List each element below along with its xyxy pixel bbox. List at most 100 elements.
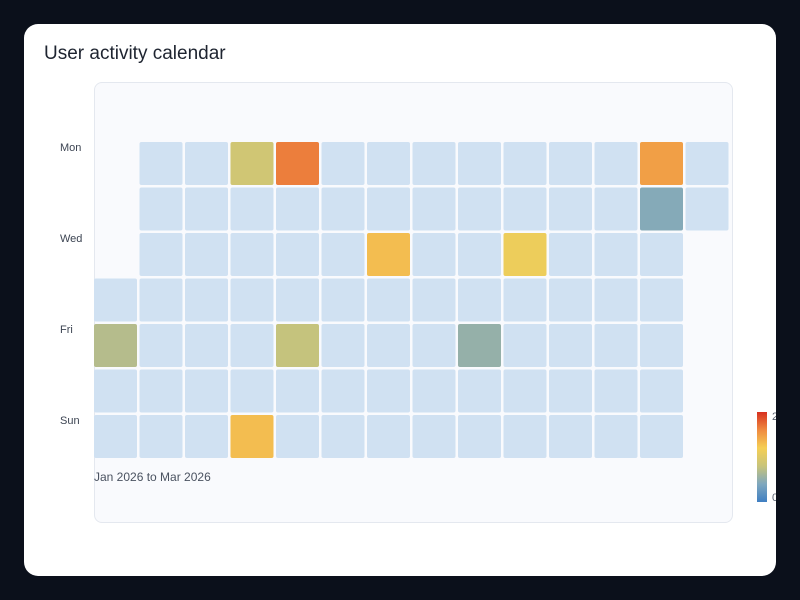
calendar-cell[interactable]: 2026-01-17 [185,369,228,413]
calendar-cell[interactable]: 2026-03-05 [503,278,547,322]
calendar-cell[interactable]: 2026-03-28 [640,369,683,413]
calendar-cell[interactable]: 2026-03-19 [594,278,638,322]
color-scale-max-label: 23 [772,411,776,423]
calendar-cell[interactable]: 2026-02-14 [367,369,410,413]
calendar-cell[interactable]: 2026-02-10 [367,187,410,231]
calendar-cell[interactable]: 2026-03-03 [503,187,547,231]
calendar-cell[interactable]: 2026-03-08 [503,415,547,458]
calendar-cell[interactable]: 2026-01-19: 10 [230,142,274,185]
calendar-cell[interactable]: 2026-03-02 [503,142,547,185]
calendar-cell[interactable]: 2026-03-20 [594,324,638,367]
calendar-cell[interactable]: 2026-01-12 [185,142,228,185]
calendar-cell[interactable]: 2026-02-11: 15 [367,233,410,276]
calendar-cell[interactable]: 2026-02-20 [412,324,456,367]
calendar-cell[interactable]: 2026-03-31 [685,187,729,231]
calendar-cell[interactable]: 2026-03-26 [640,278,683,322]
calendar-cell[interactable]: 2026-01-02: 8 [94,324,137,367]
chart-title: User activity calendar [44,43,226,64]
weekday-label-fri: Fri [60,324,73,336]
calendar-cell[interactable]: 2026-01-24 [230,369,274,413]
calendar-cell[interactable]: 2026-02-03 [321,187,365,231]
calendar-cell[interactable]: 2026-01-10 [139,369,183,413]
calendar-cell[interactable]: 2026-03-24: 5 [640,187,683,231]
calendar-cell[interactable]: 2026-01-14 [185,233,228,276]
calendar-cell[interactable]: 2026-02-27: 6 [458,324,501,367]
calendar-cell[interactable]: 2026-01-29 [276,278,319,322]
calendar-cell[interactable]: 2026-03-12 [549,278,592,322]
calendar-cell[interactable]: 2026-02-01 [276,415,319,458]
calendar-cell[interactable]: 2026-01-15 [185,278,228,322]
calendar-cell[interactable]: 2026-02-19 [412,278,456,322]
calendar-cell[interactable]: 2026-02-09 [367,142,410,185]
calendar-cell[interactable]: 2026-03-01 [458,415,501,458]
calendar-cell[interactable]: 2026-01-16 [185,324,228,367]
calendar-cell[interactable]: 2026-03-07 [503,369,547,413]
calendar-cell[interactable]: 2026-01-20 [230,187,274,231]
calendar-cell[interactable]: 2026-02-22 [412,415,456,458]
calendar-cell[interactable]: 2026-03-29 [640,415,683,458]
calendar-cell[interactable]: 2026-02-15 [367,415,410,458]
calendar-cell[interactable]: 2026-02-23 [458,142,501,185]
calendar-cell[interactable]: 2026-02-25 [458,233,501,276]
calendar-cell[interactable]: 2026-01-27 [276,187,319,231]
calendar-cell[interactable]: 2026-03-16 [594,142,638,185]
calendar-cell[interactable]: 2026-01-13 [185,187,228,231]
calendar-cell[interactable]: 2026-03-22 [594,415,638,458]
calendar-cell[interactable]: 2026-03-11 [549,233,592,276]
calendar-cell[interactable]: 2026-03-18 [594,233,638,276]
calendar-heatmap: 2026-01-012026-01-02: 82026-01-032026-01… [60,142,776,504]
calendar-cell[interactable]: 2026-03-21 [594,369,638,413]
calendar-cell[interactable]: 2026-03-25 [640,233,683,276]
color-scale-legend: 23 0 [757,411,776,504]
calendar-cell[interactable]: 2026-01-18 [185,415,228,458]
calendar-cell[interactable]: 2026-02-07 [321,369,365,413]
calendar-cell[interactable]: 2026-03-14 [549,369,592,413]
calendar-cell[interactable]: 2026-02-18 [412,233,456,276]
calendar-cell[interactable]: 2026-03-27 [640,324,683,367]
calendar-cell[interactable]: 2026-01-21 [230,233,274,276]
calendar-cell[interactable]: 2026-01-31 [276,369,319,413]
calendar-cell[interactable]: 2026-03-30 [685,142,729,185]
calendar-cell[interactable]: 2026-01-04 [94,415,137,458]
calendar-cell[interactable]: 2026-02-12 [367,278,410,322]
weekday-label-mon: Mon [60,142,81,154]
color-scale-min-label: 0 [772,492,776,504]
calendar-cell[interactable]: 2026-02-08 [321,415,365,458]
calendar-cell[interactable]: 2026-02-17 [412,187,456,231]
calendar-cell[interactable]: 2026-02-05 [321,278,365,322]
calendar-cell[interactable]: 2026-01-28 [276,233,319,276]
calendar-cell[interactable]: 2026-01-07 [139,233,183,276]
calendar-cell[interactable]: 2026-03-17 [594,187,638,231]
calendar-cell[interactable]: 2026-02-02 [321,142,365,185]
calendar-cell[interactable]: 2026-02-04 [321,233,365,276]
calendar-cell[interactable]: 2026-01-23 [230,324,274,367]
calendar-cell[interactable]: 2026-03-23: 17 [640,142,683,185]
calendar-cell[interactable]: 2026-03-15 [549,415,592,458]
calendar-cell[interactable]: 2026-03-09 [549,142,592,185]
calendar-cell[interactable]: 2026-01-26: 19 [276,142,319,185]
calendar-cell[interactable]: 2026-01-25: 15 [230,415,274,458]
calendar-cell[interactable]: 2026-02-21 [412,369,456,413]
calendar-cell[interactable]: 2026-01-08 [139,278,183,322]
calendar-cell[interactable]: 2026-02-24 [458,187,501,231]
calendar-cell[interactable]: 2026-01-03 [94,369,137,413]
calendar-cell[interactable]: 2026-01-06 [139,187,183,231]
calendar-cell[interactable]: 2026-02-26 [458,278,501,322]
chart-card: User activity calendar 2026-01-012026-01… [24,24,776,576]
calendar-cell[interactable]: 2026-01-01 [94,278,137,322]
calendar-cell[interactable]: 2026-03-13 [549,324,592,367]
calendar-cell[interactable]: 2026-03-06 [503,324,547,367]
calendar-cell[interactable]: 2026-01-11 [139,415,183,458]
calendar-cell[interactable]: 2026-01-30: 9 [276,324,319,367]
calendar-cell[interactable]: 2026-03-10 [549,187,592,231]
calendar-cell[interactable]: 2026-02-13 [367,324,410,367]
calendar-cell[interactable]: 2026-01-05 [139,142,183,185]
calendar-cell[interactable]: 2026-02-16 [412,142,456,185]
calendar-cell[interactable]: 2026-02-06 [321,324,365,367]
calendar-cell[interactable]: 2026-02-28 [458,369,501,413]
date-range-label: Jan 2026 to Mar 2026 [94,470,211,484]
weekday-label-wed: Wed [60,233,82,245]
calendar-cell[interactable]: 2026-01-09 [139,324,183,367]
calendar-cell[interactable]: 2026-01-22 [230,278,274,322]
calendar-cell[interactable]: 2026-03-04: 13 [503,233,547,276]
